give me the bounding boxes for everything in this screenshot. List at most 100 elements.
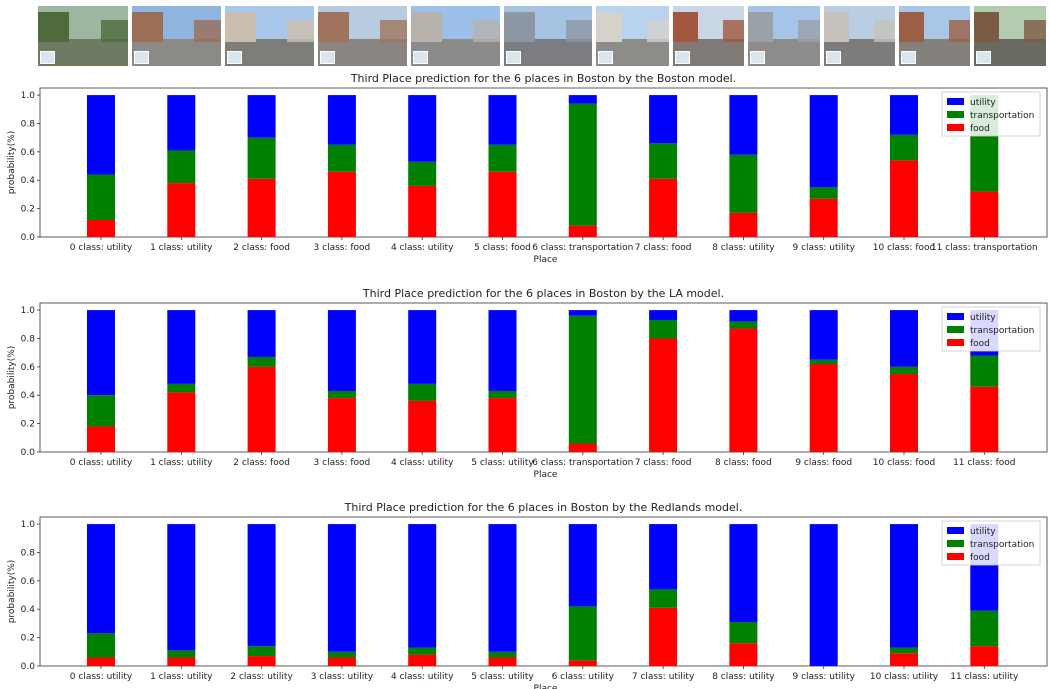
x-tick-label: 1 class: utility [150,243,213,253]
bar-segment-food [87,426,115,452]
street-view-thumbnail [824,6,895,66]
bar-segment-transportation [488,651,517,658]
minimap-icon [413,51,428,64]
thumbnail-building [798,20,820,42]
bar-segment-transportation [87,174,115,220]
x-tick-label: 10 class: utility [870,672,939,682]
bar-segment-transportation [809,359,838,365]
y-tick-label: 0.6 [21,148,36,158]
y-axis-label: probability(%) [7,560,17,624]
legend-box [941,306,1041,352]
bar-segment-utility [649,310,678,321]
minimap-icon [227,51,242,64]
x-tick-label: 8 class: utility [712,243,775,253]
street-view-thumbnail [974,6,1046,66]
bar-segment-food [247,178,276,237]
minimap-icon [134,51,149,64]
bar-segment-utility [568,95,597,104]
street-view-thumbnail [411,6,500,66]
x-tick-label: 2 class: food [233,243,290,253]
legend-label-utility: utility [970,98,996,108]
bar-segment-food [488,171,517,237]
plot-frame [39,87,1048,238]
bar-segment-food [809,198,838,237]
street-view-thumbnail [132,6,221,66]
x-tick-label: 0 class: utility [70,672,133,682]
bar-segment-transportation [649,589,678,608]
bar-segment-food [87,657,115,666]
legend-swatch-utility [947,313,964,320]
bar-segment-utility [729,524,758,623]
bar-segment-food [568,660,597,666]
bar-segment-utility [327,524,356,652]
thumbnail-building [596,12,622,42]
thumbnail-building [949,20,970,42]
x-axis-label: Place [534,684,558,689]
street-view-thumbnail [596,6,669,66]
bar-segment-transportation [970,610,999,647]
minimap-icon [826,51,841,64]
bar-segment-transportation [890,366,918,374]
legend-swatch-utility [947,527,964,534]
bar-segment-utility [327,310,356,391]
x-tick-label: 2 class: food [233,458,290,468]
x-tick-label: 7 class: food [635,458,692,468]
legend-swatch-food [947,553,964,560]
bar-segment-food [890,653,918,666]
bar-segment-utility [488,310,517,391]
y-axis-label: probability(%) [7,131,17,195]
bar-segment-food [568,443,597,452]
x-tick-label: 6 class: transportation [532,458,633,468]
y-tick-label: 0.8 [21,119,36,129]
legend-swatch-transportation [947,111,964,118]
legend-label-transportation: transportation [970,540,1034,550]
bar-segment-utility [488,524,517,652]
thumbnail-building [380,20,407,42]
bar-segment-utility [729,310,758,322]
plot-frame [39,302,1048,453]
x-tick-label: 6 class: utility [552,672,615,682]
chart-title: Third Place prediction for the 6 places … [344,501,743,514]
bar-segment-food [247,366,276,452]
legend-label-utility: utility [970,313,996,323]
thumbnail-building [673,12,698,42]
bar-segment-food [649,178,678,237]
y-tick-label: 0.4 [21,391,36,401]
bar-segment-food [247,656,276,666]
thumbnail-building [132,12,163,42]
bar-segment-food [890,160,918,237]
y-tick-label: 0.0 [21,662,36,672]
thumbnail-building [473,20,500,42]
thumbnail-building [318,12,349,42]
bar-segment-food [408,400,437,452]
bar-segment-food [167,392,196,452]
bar-segment-transportation [729,622,758,644]
y-tick-label: 0.4 [21,176,36,186]
bar-segment-food [488,398,517,452]
y-tick-label: 0.2 [21,420,35,430]
minimap-icon [320,51,335,64]
bar-segment-transportation [408,383,437,401]
street-view-thumbnail [748,6,820,66]
bar-segment-utility [247,310,276,357]
thumbnail-building [1024,20,1046,42]
bar-segment-transportation [568,103,597,226]
bar-segment-utility [809,524,838,666]
bar-segment-transportation [890,134,918,161]
bar-segment-utility [970,524,999,611]
y-tick-label: 1.0 [21,520,36,530]
legend-swatch-transportation [947,326,964,333]
minimap-icon [901,51,916,64]
x-tick-label: 0 class: utility [70,458,133,468]
bar-segment-food [488,657,517,666]
x-tick-label: 9 class: utility [792,243,855,253]
y-tick-label: 0.0 [21,448,36,458]
bar-segment-food [729,643,758,666]
x-axis-label: Place [534,470,558,480]
thumbnail-building [101,20,128,42]
bar-segment-transportation [568,315,597,444]
y-tick-label: 0.8 [21,334,36,344]
x-tick-label: 5 class: food [474,243,531,253]
y-axis-label: probability(%) [7,346,17,410]
bar-segment-food [167,657,196,666]
